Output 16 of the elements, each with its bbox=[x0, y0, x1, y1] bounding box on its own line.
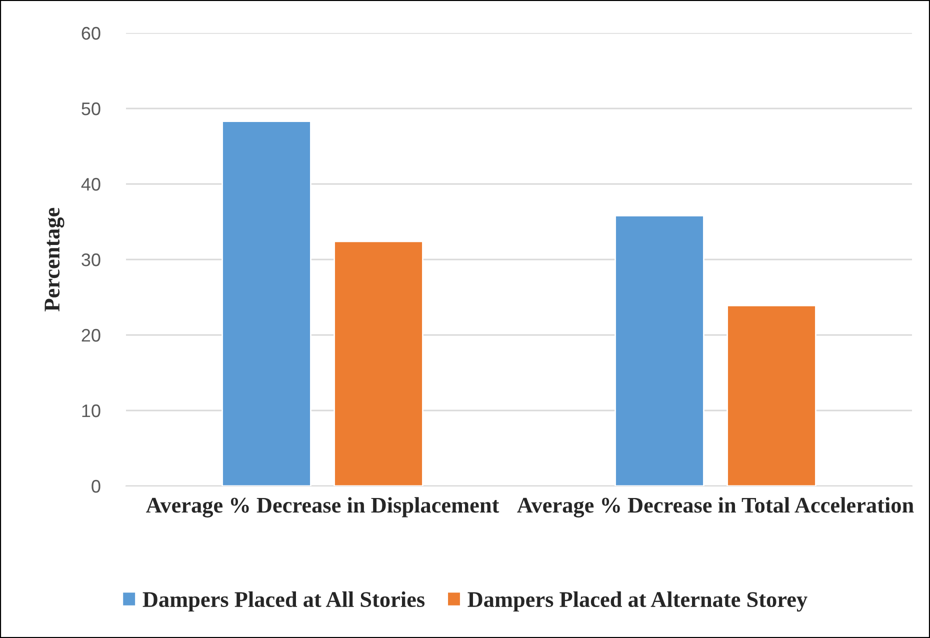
legend-label: Dampers Placed at Alternate Storey bbox=[468, 591, 808, 612]
y-tick-label: 60 bbox=[82, 26, 100, 40]
x-tick-label: Average % Decrease in Displacement bbox=[146, 497, 500, 518]
y-tick-label: 20 bbox=[82, 328, 100, 342]
y-tick-label: 30 bbox=[82, 253, 100, 266]
x-tick-label: Average % Decrease in Total Acceleration bbox=[517, 497, 914, 518]
y-axis-title: Percentage bbox=[44, 208, 64, 312]
bar bbox=[334, 240, 424, 486]
legend-label: Dampers Placed at All Stories bbox=[142, 591, 425, 612]
y-tick-label: 0 bbox=[92, 480, 100, 493]
y-tick-label: 10 bbox=[82, 404, 100, 418]
y-tick-label: 50 bbox=[82, 102, 100, 116]
bar bbox=[222, 120, 312, 486]
y-tick-label: 40 bbox=[81, 178, 100, 191]
bar bbox=[726, 304, 816, 486]
bar bbox=[614, 215, 704, 486]
